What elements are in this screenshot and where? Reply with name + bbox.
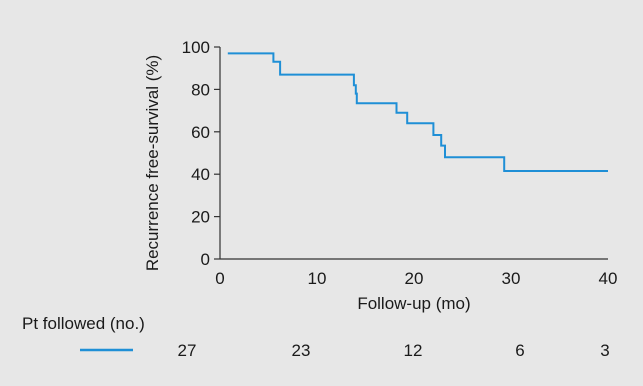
risk-count: 12 xyxy=(404,341,423,360)
y-tick-label: 0 xyxy=(201,250,210,269)
y-tick-label: 40 xyxy=(191,165,210,184)
y-ticks: 0 20 40 60 80 100 xyxy=(182,38,220,269)
x-ticks: 0 10 20 30 40 xyxy=(215,269,617,288)
x-tick-label: 10 xyxy=(308,269,327,288)
y-axis-label: Recurrence free-survival (%) xyxy=(143,55,162,271)
series-layer xyxy=(227,52,608,172)
axes xyxy=(219,47,608,260)
risk-table: Pt followed (no.) 27 23 12 6 3 xyxy=(22,314,610,360)
risk-count: 6 xyxy=(515,341,524,360)
x-tick-label: 30 xyxy=(502,269,521,288)
y-tick-label: 60 xyxy=(191,123,210,142)
x-axis-label: Follow-up (mo) xyxy=(357,294,470,313)
x-tick-label: 20 xyxy=(405,269,424,288)
risk-count: 23 xyxy=(292,341,311,360)
y-tick-label: 80 xyxy=(191,80,210,99)
x-tick-label: 40 xyxy=(599,269,618,288)
risk-counts: 27 23 12 6 3 xyxy=(178,341,610,360)
y-tick-label: 20 xyxy=(191,208,210,227)
x-tick-label: 0 xyxy=(215,269,224,288)
risk-table-title: Pt followed (no.) xyxy=(22,314,145,333)
risk-count: 3 xyxy=(600,341,609,360)
risk-count: 27 xyxy=(178,341,197,360)
y-tick-label: 100 xyxy=(182,38,210,57)
survival-curve xyxy=(227,52,608,172)
